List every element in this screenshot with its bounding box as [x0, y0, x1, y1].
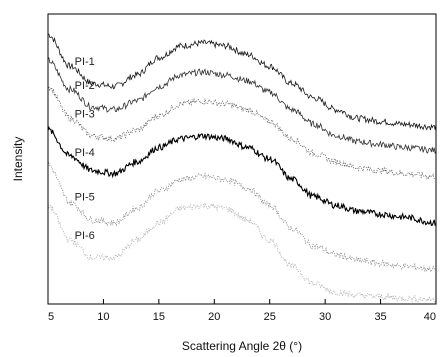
x-tick-label: 15: [153, 311, 165, 323]
x-tick-label: 5: [48, 311, 54, 323]
series-label-pi-4: PI-4: [75, 147, 95, 159]
series-line-pi-1: [47, 33, 437, 131]
series-label-pi-5: PI-5: [75, 192, 95, 204]
series-label-pi-6: PI-6: [75, 230, 95, 242]
series-line-pi-3: [47, 85, 437, 180]
curves-group: [47, 33, 437, 304]
x-tick-label: 35: [374, 311, 386, 323]
x-tick-label: 20: [208, 311, 220, 323]
x-tick-label: 30: [319, 311, 331, 323]
series-label-pi-1: PI-1: [75, 56, 95, 68]
series-line-pi-2: [47, 57, 437, 154]
x-axis-ticks: 5 10 15 20 25 30 35 40: [47, 299, 437, 323]
curve-labels-group: PI-1 PI-2 PI-3 PI-4 PI-5 PI-6: [75, 56, 95, 242]
x-axis-title: Scattering Angle 2θ (°): [182, 339, 302, 353]
series-line-pi-5: [47, 161, 437, 273]
series-line-pi-6: [47, 201, 437, 304]
series-line-pi-4: [47, 126, 437, 227]
series-label-pi-3: PI-3: [75, 108, 95, 120]
x-tick-label: 40: [424, 311, 436, 323]
x-tick-label: 25: [264, 311, 276, 323]
x-tick-label: 10: [97, 311, 109, 323]
series-label-pi-2: PI-2: [75, 80, 95, 92]
y-axis-title: Intensity: [11, 137, 25, 182]
plot-frame: [47, 13, 437, 305]
